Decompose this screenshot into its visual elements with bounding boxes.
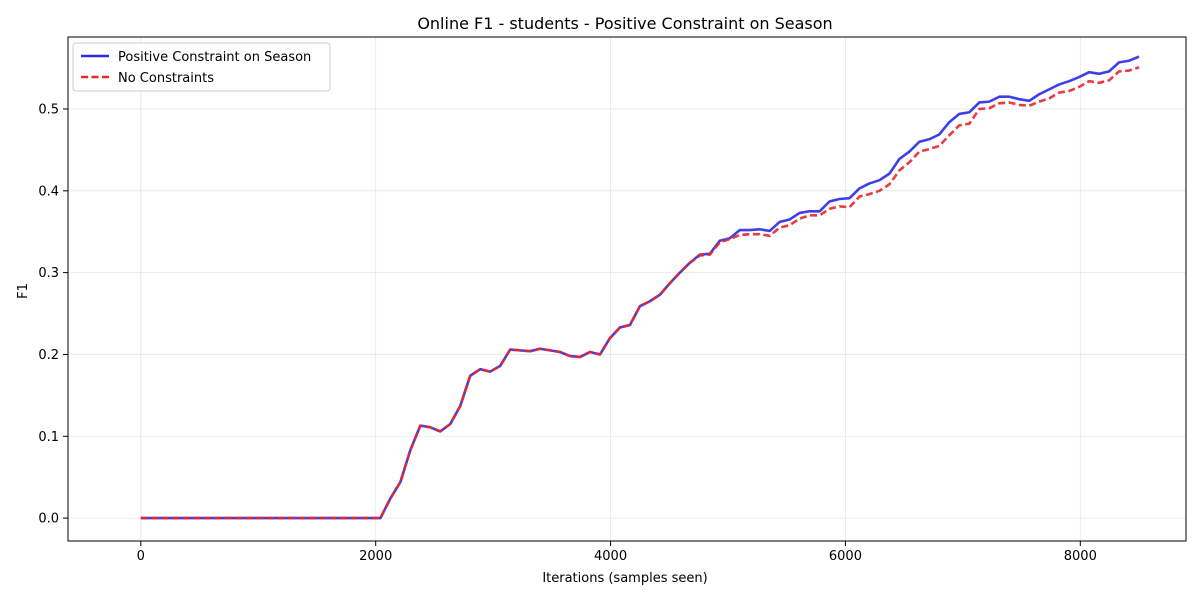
x-axis-ticks: 0 2000 4000 6000 8000	[137, 541, 1097, 564]
y-tick-label: 0.4	[38, 184, 59, 199]
legend-label-no-constraints: No Constraints	[118, 71, 214, 86]
legend: Positive Constraint on Season No Constra…	[72, 42, 331, 92]
series-lines	[140, 55, 1140, 520]
grid	[68, 37, 1186, 541]
y-tick-label: 0.0	[38, 512, 59, 527]
legend-box	[72, 42, 331, 92]
series-line-positive-constraint	[140, 55, 1140, 520]
x-tick-label: 2000	[359, 549, 392, 564]
x-tick-label: 6000	[829, 549, 862, 564]
y-tick-label: 0.2	[38, 348, 59, 363]
y-tick-label: 0.5	[38, 103, 59, 118]
y-axis-label: F1	[16, 283, 31, 299]
y-tick-label: 0.1	[38, 430, 59, 445]
y-axis-ticks: 0.0 0.1 0.2 0.3 0.4 0.5	[38, 103, 68, 527]
chart-title: Online F1 - students - Positive Constrai…	[417, 14, 832, 33]
x-tick-label: 4000	[594, 549, 627, 564]
x-tick-label: 8000	[1064, 549, 1097, 564]
legend-label-positive-constraint: Positive Constraint on Season	[118, 50, 311, 65]
plot-frame	[67, 36, 1187, 542]
x-tick-label: 0	[137, 549, 145, 564]
y-tick-label: 0.3	[38, 266, 59, 281]
x-axis-label: Iterations (samples seen)	[542, 571, 707, 586]
